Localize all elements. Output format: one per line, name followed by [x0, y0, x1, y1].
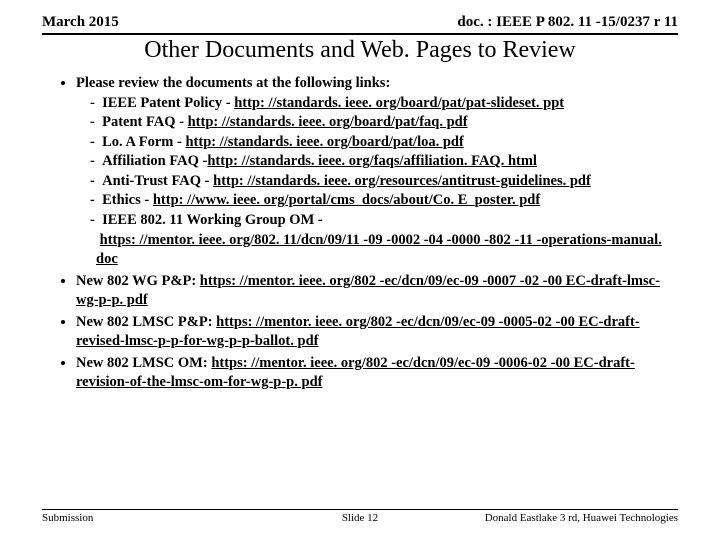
sub-2-sep: -: [176, 114, 188, 130]
sub-5-link[interactable]: http: //standards. ieee. org/resources/a…: [213, 173, 591, 189]
bullet-list: Please review the documents at the follo…: [42, 74, 678, 393]
bullet-3: New 802 LMSC P&P: https: //mentor. ieee.…: [76, 313, 678, 352]
sub-3-link[interactable]: http: //standards. ieee. org/board/pat/l…: [185, 134, 463, 150]
page-title: Other Documents and Web. Pages to Review: [42, 37, 678, 64]
header-date: March 2015: [42, 14, 119, 31]
bullet-4-lead: New 802 LMSC OM:: [76, 355, 211, 371]
bullet-3-lead: New 802 LMSC P&P:: [76, 314, 216, 330]
sub-7: - IEEE 802. 11 Working Group OM - https:…: [90, 211, 678, 270]
sub-7-sep: -: [314, 212, 322, 228]
sub-1-link[interactable]: http: //standards. ieee. org/board/pat/p…: [234, 95, 564, 111]
bullet-2: New 802 WG P&P: https: //mentor. ieee. o…: [76, 272, 678, 311]
sub-5-label: Anti-Trust FAQ: [102, 173, 201, 189]
footer-author: Donald Eastlake 3 rd, Huawei Technologie…: [485, 512, 678, 524]
sub-2-link[interactable]: http: //standards. ieee. org/board/pat/f…: [188, 114, 468, 130]
sub-3: - Lo. A Form - http: //standards. ieee. …: [90, 133, 678, 153]
sub-2: - Patent FAQ - http: //standards. ieee. …: [90, 113, 678, 133]
sub-3-sep: -: [173, 134, 185, 150]
sub-3-label: Lo. A Form: [102, 134, 173, 150]
bullet-4: New 802 LMSC OM: https: //mentor. ieee. …: [76, 354, 678, 393]
bullet-1-sublist: - IEEE Patent Policy - http: //standards…: [76, 94, 678, 270]
sub-6: - Ethics - http: //www. ieee. org/portal…: [90, 191, 678, 211]
sub-1: - IEEE Patent Policy - http: //standards…: [90, 94, 678, 114]
bullet-1: Please review the documents at the follo…: [76, 74, 678, 270]
sub-1-sep: -: [222, 95, 234, 111]
bullet-2-lead: New 802 WG P&P:: [76, 273, 200, 289]
sub-5-sep: -: [201, 173, 213, 189]
footer: Slide 12 Submission Donald Eastlake 3 rd…: [42, 509, 678, 524]
sub-1-label: IEEE Patent Policy: [102, 95, 222, 111]
footer-rule: [42, 509, 678, 510]
sub-7-link[interactable]: https: //mentor. ieee. org/802. 11/dcn/0…: [96, 232, 662, 268]
header-rule: [42, 33, 678, 35]
header-docref: doc. : IEEE P 802. 11 -15/0237 r 11: [457, 14, 678, 31]
bullet-1-lead: Please review the documents at the follo…: [76, 75, 390, 91]
sub-4: - Affiliation FAQ -http: //standards. ie…: [90, 152, 678, 172]
sub-4-label: Affiliation FAQ: [102, 153, 199, 169]
sub-6-sep: -: [141, 192, 153, 208]
header: March 2015 doc. : IEEE P 802. 11 -15/023…: [42, 14, 678, 35]
sub-6-link[interactable]: http: //www. ieee. org/portal/cms_docs/a…: [153, 192, 540, 208]
sub-4-link[interactable]: http: //standards. ieee. org/faqs/affili…: [207, 153, 537, 169]
sub-2-label: Patent FAQ: [102, 114, 175, 130]
sub-6-label: Ethics: [102, 192, 141, 208]
sub-5: - Anti-Trust FAQ - http: //standards. ie…: [90, 172, 678, 192]
footer-submission: Submission: [42, 512, 93, 524]
sub-7-label: IEEE 802. 11 Working Group OM: [102, 212, 314, 228]
